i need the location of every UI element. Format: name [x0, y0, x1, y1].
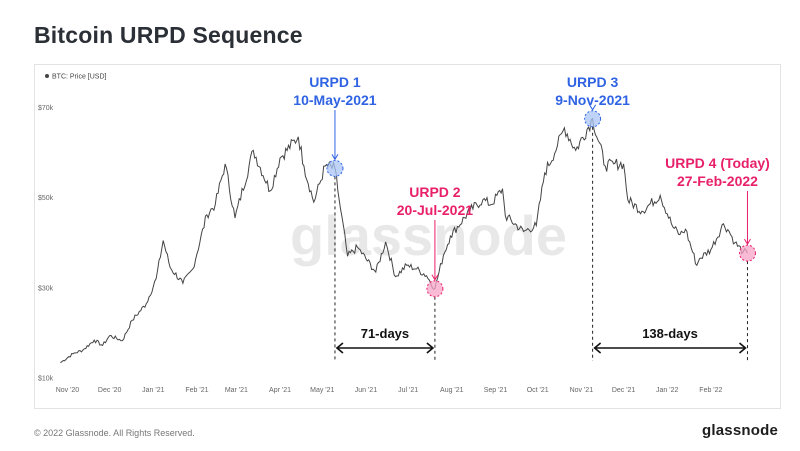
- x-tick-label: Jan '22: [656, 387, 678, 394]
- annotation-marker: [738, 244, 756, 262]
- y-tick-label: $10k: [38, 376, 54, 383]
- duration-label: 71-days: [361, 326, 409, 341]
- annotation-urpd2: URPD 2 20-Jul-2021: [397, 184, 473, 361]
- annotation-date: 27-Feb-2022: [677, 173, 758, 189]
- x-tick-label: Jul '21: [398, 387, 418, 394]
- chart-panel: glassnode BTC: Price [USD] $10k $30k $50k $…: [34, 64, 781, 409]
- legend: BTC: Price [USD]: [45, 74, 107, 81]
- x-tick-label: Dec '21: [612, 387, 636, 394]
- annotation-layer: URPD 1 10-May-2021 URPD 2 20-Jul-2021 URPD 3…: [293, 74, 770, 361]
- annotation-marker: [326, 159, 344, 177]
- annotation-label: URPD 2: [409, 184, 461, 200]
- y-tick-label: $70k: [38, 105, 54, 112]
- x-tick-label: Oct '21: [527, 387, 549, 394]
- annotation-arrow-head: [744, 238, 751, 246]
- x-tick-label: Mar '21: [225, 387, 248, 394]
- annotation-arrow-head: [331, 154, 339, 161]
- duration-label: 138-days: [642, 326, 698, 341]
- x-tick-label: May '21: [310, 387, 334, 394]
- duration-span: 71-days: [335, 326, 435, 354]
- annotation-marker: [584, 110, 602, 128]
- annotation-urpd1: URPD 1 10-May-2021: [293, 74, 377, 361]
- copyright-text: © 2022 Glassnode. All Rights Reserved.: [34, 428, 195, 438]
- x-axis: Nov '20 Dec '20 Jan '21 Feb '21 Mar '21 Apr '…: [56, 387, 723, 394]
- annotation-date: 20-Jul-2021: [397, 202, 473, 218]
- annotation-date: 9-Nov-2021: [555, 92, 630, 108]
- x-tick-label: Jun '21: [355, 387, 377, 394]
- legend-label: BTC: Price [USD]: [52, 74, 107, 81]
- x-tick-label: Dec '20: [98, 387, 122, 394]
- duration-arrow-right: [426, 342, 435, 354]
- x-tick-label: Sep '21: [484, 387, 508, 394]
- price-chart: glassnode BTC: Price [USD] $10k$30k$50k$…: [38, 74, 770, 395]
- annotation-arrow-head: [589, 104, 597, 111]
- btc-price-line: [60, 117, 748, 364]
- x-tick-label: Aug '21: [440, 387, 464, 394]
- annotation-arrow-head: [431, 274, 439, 281]
- annotation-urpd4: URPD 4 (Today) 27-Feb-2022: [665, 155, 770, 361]
- annotation-urpd3: URPD 3 9-Nov-2021: [555, 74, 630, 361]
- annotation-label: URPD 4 (Today): [665, 155, 770, 171]
- annotation-label: URPD 1: [309, 74, 361, 90]
- watermark: glassnode: [290, 204, 567, 267]
- x-tick-label: Feb '22: [699, 387, 722, 394]
- x-tick-label: Feb '21: [185, 387, 208, 394]
- x-tick-label: Nov '21: [570, 387, 594, 394]
- y-axis: $10k $30k $50k $70k: [38, 105, 54, 382]
- x-tick-label: Nov '20: [56, 387, 80, 394]
- annotation-label: URPD 3: [567, 74, 619, 90]
- series-layer: [60, 117, 748, 364]
- duration-arrow-right: [738, 342, 747, 354]
- page-title: Bitcoin URPD Sequence: [34, 22, 303, 48]
- duration-arrow-left: [593, 342, 602, 354]
- duration-layer: 71-days 138-days: [335, 326, 747, 354]
- y-tick-label: $30k: [38, 285, 54, 292]
- brand-logo: glassnode: [702, 422, 778, 439]
- annotation-date: 10-May-2021: [293, 92, 376, 108]
- annotation-marker: [426, 280, 444, 298]
- x-tick-label: Jan '21: [142, 387, 164, 394]
- y-tick-label: $50k: [38, 195, 54, 202]
- legend-marker: [45, 74, 49, 78]
- x-tick-label: Apr '21: [269, 387, 291, 394]
- duration-span: 138-days: [593, 326, 747, 354]
- duration-arrow-left: [335, 342, 344, 354]
